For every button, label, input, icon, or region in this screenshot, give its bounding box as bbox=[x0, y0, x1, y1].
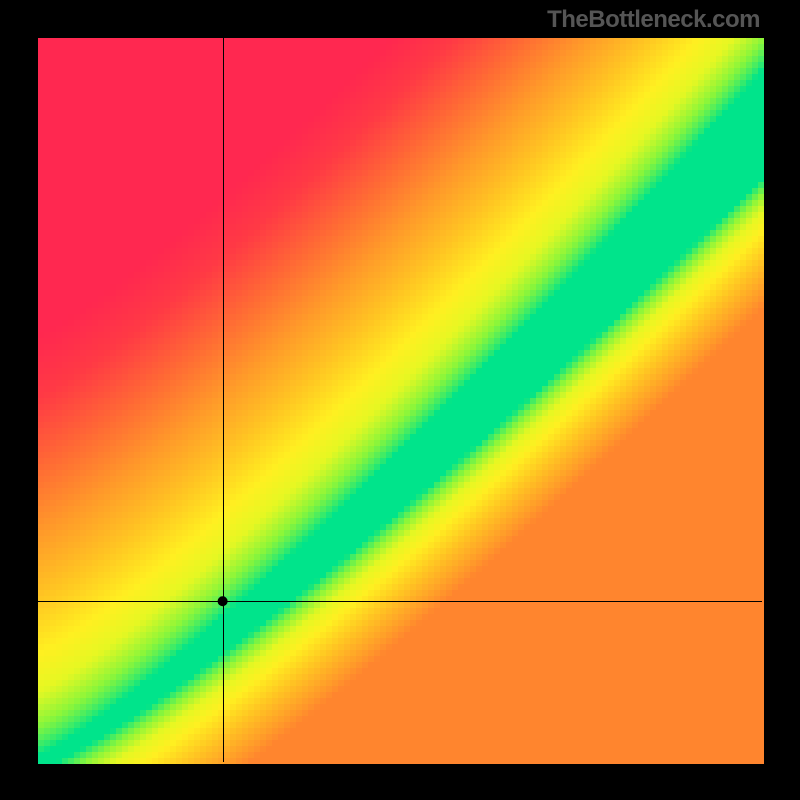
chart-container: { "watermark": { "text": "TheBottleneck.… bbox=[0, 0, 800, 800]
bottleneck-heatmap bbox=[0, 0, 800, 800]
watermark-text: TheBottleneck.com bbox=[547, 6, 760, 34]
